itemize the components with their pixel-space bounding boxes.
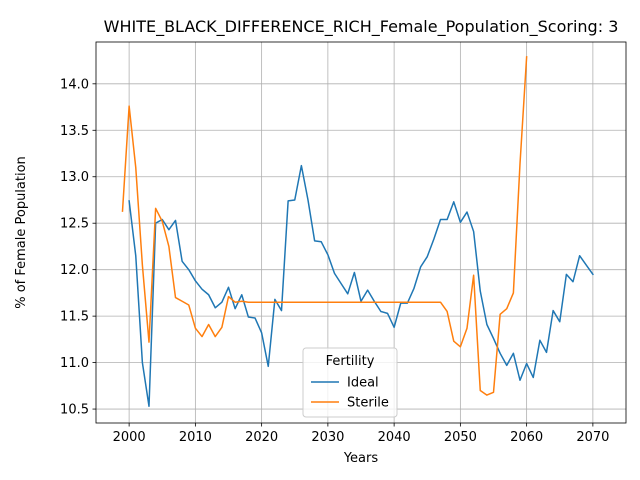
y-tick-label: 14.0 — [60, 77, 89, 92]
legend-label-ideal: Ideal — [347, 376, 379, 391]
y-tick-label: 11.0 — [60, 356, 89, 371]
y-tick-label: 12.5 — [60, 217, 89, 232]
x-tick-label: 2070 — [576, 430, 609, 445]
x-tick-label: 2050 — [444, 430, 477, 445]
legend: Fertility Ideal Sterile — [302, 347, 398, 418]
legend-title: Fertility — [326, 354, 375, 369]
series-line-sterile — [121, 56, 528, 396]
axis-ticks: 2000 2010 2020 2030 2040 2050 2060 2070 10.5 11.0… — [60, 77, 609, 445]
x-tick-label: 2040 — [378, 430, 411, 445]
grid — [96, 42, 626, 423]
legend-box — [302, 347, 398, 418]
y-tick-label: 13.0 — [60, 170, 89, 185]
legend-items: Ideal Sterile — [311, 376, 389, 411]
y-tick-label: 12.0 — [60, 263, 89, 278]
x-tick-label: 2020 — [245, 430, 278, 445]
y-tick-label: 10.5 — [60, 403, 89, 418]
plot-area — [95, 41, 627, 424]
x-tick-label: 2060 — [510, 430, 543, 445]
x-tick-label: 2010 — [179, 430, 212, 445]
x-tick-label: 2030 — [311, 430, 344, 445]
y-tick-label: 11.5 — [60, 310, 89, 325]
series-line-ideal — [128, 164, 594, 408]
chart-title: WHITE_BLACK_DIFFERENCE_RICH_Female_Popul… — [104, 17, 619, 37]
y-axis-title: % of Female Population — [14, 156, 29, 309]
x-axis-title: Years — [343, 451, 379, 466]
x-tick-label: 2000 — [113, 430, 146, 445]
legend-label-sterile: Sterile — [347, 396, 389, 411]
y-tick-label: 13.5 — [60, 124, 89, 139]
series-lines — [121, 56, 594, 408]
